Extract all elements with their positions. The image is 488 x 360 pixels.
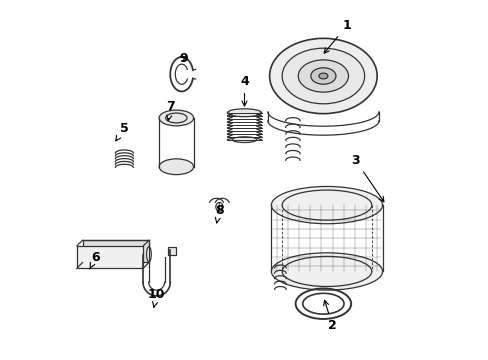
Text: 1: 1 — [324, 19, 350, 53]
Bar — [77, 246, 143, 268]
Ellipse shape — [146, 247, 151, 262]
Ellipse shape — [159, 110, 193, 126]
Text: 4: 4 — [240, 75, 248, 106]
Text: 10: 10 — [147, 288, 165, 307]
Text: 7: 7 — [166, 100, 175, 121]
Text: 2: 2 — [323, 300, 336, 332]
Ellipse shape — [318, 73, 327, 79]
Text: 6: 6 — [90, 251, 100, 269]
Ellipse shape — [271, 253, 382, 290]
Ellipse shape — [310, 68, 335, 84]
Bar — [82, 240, 149, 262]
Ellipse shape — [227, 109, 261, 117]
Text: 9: 9 — [179, 51, 187, 64]
Ellipse shape — [159, 159, 193, 175]
Ellipse shape — [298, 60, 348, 92]
Ellipse shape — [269, 39, 376, 114]
Ellipse shape — [271, 186, 382, 224]
Bar — [168, 247, 175, 255]
Text: 5: 5 — [116, 122, 128, 141]
Ellipse shape — [282, 48, 364, 104]
Ellipse shape — [232, 137, 256, 143]
Text: 8: 8 — [215, 204, 223, 223]
Text: 3: 3 — [351, 154, 383, 202]
